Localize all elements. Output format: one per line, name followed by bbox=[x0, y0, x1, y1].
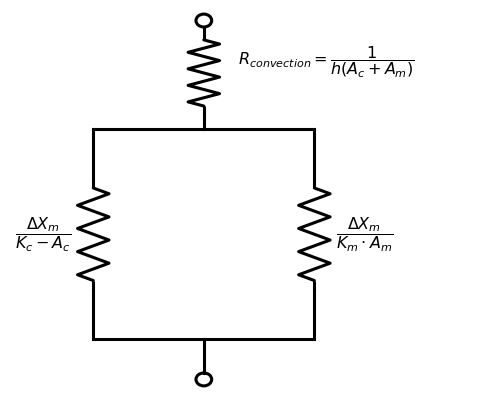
Text: $R_{convection} = \dfrac{1}{h(A_c + A_m)}$: $R_{convection} = \dfrac{1}{h(A_c + A_m)… bbox=[238, 44, 415, 79]
Text: $\dfrac{\Delta X_m}{K_m \cdot A_m}$: $\dfrac{\Delta X_m}{K_m \cdot A_m}$ bbox=[336, 215, 394, 254]
Text: $\dfrac{\Delta X_m}{K_c - A_c}$: $\dfrac{\Delta X_m}{K_c - A_c}$ bbox=[15, 215, 71, 254]
